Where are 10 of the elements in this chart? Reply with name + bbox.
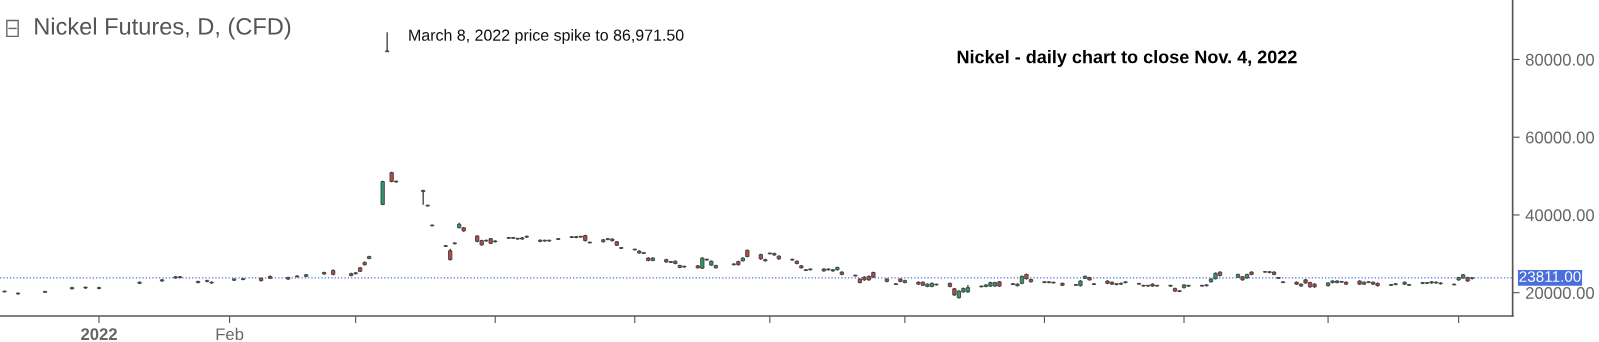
y-tick-label: 60000.00	[1526, 131, 1595, 144]
annotation: Nickel - daily chart to close Nov. 4, 2022	[957, 50, 1297, 67]
y-tick-label: 40000.00	[1525, 209, 1595, 222]
text: Nickel Futures, D, (CFD)	[35, 17, 291, 40]
x-tick-label: Feb	[216, 327, 244, 341]
annotation: March 8, 2022 price spike to 86,971.50	[409, 29, 684, 44]
ref-line-label: 23811.00	[1519, 271, 1581, 282]
y-tick-label: 80000.00	[1525, 53, 1595, 66]
x-tick-label: 2022	[81, 328, 117, 341]
y-tick-label: 20000.00	[1525, 287, 1595, 299]
